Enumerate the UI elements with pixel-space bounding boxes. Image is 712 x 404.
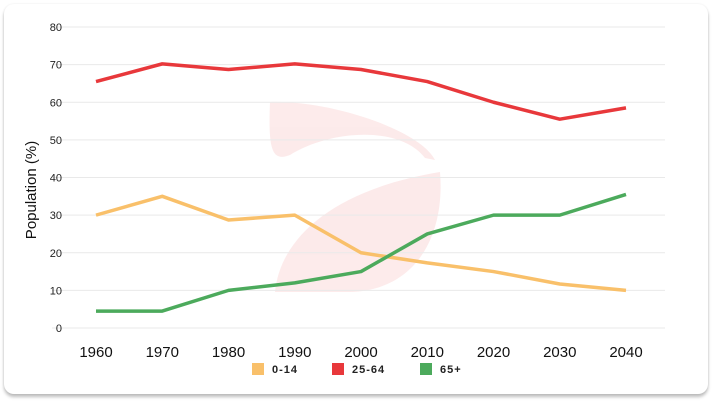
legend-label: 65+ [440,364,462,376]
y-axis-label: Population (%) [23,141,40,239]
y-tick-label: 10 [50,285,62,297]
x-tick-label: 2010 [411,344,444,361]
legend-swatch [332,363,344,375]
series-line-65+ [96,192,627,313]
x-tick-label: 2040 [609,344,642,361]
y-tick-label: 40 [50,173,62,185]
series-line-25-64 [95,62,627,121]
legend-swatch [252,363,264,375]
legend-label: 0-14 [272,364,298,376]
watermark-logo [269,101,441,292]
legend-swatch [420,363,432,375]
x-tick-label: 1990 [278,344,311,361]
y-tick-label: 70 [50,60,62,72]
y-tick-label: 30 [50,210,62,222]
x-tick-label: 2030 [543,344,576,361]
x-tick-label: 1980 [212,344,245,361]
x-tick-label: 1970 [146,344,179,361]
y-tick-label: 80 [50,22,62,34]
y-tick-label: 50 [50,135,62,147]
y-tick-label: 0 [56,323,62,335]
legend-label: 25-64 [352,364,385,376]
y-tick-label: 20 [50,248,62,260]
x-tick-label: 2020 [477,344,510,361]
series-line-0-14 [95,194,627,293]
y-tick-label: 60 [50,97,62,109]
x-tick-label: 2000 [344,344,377,361]
x-tick-label: 1960 [79,344,112,361]
